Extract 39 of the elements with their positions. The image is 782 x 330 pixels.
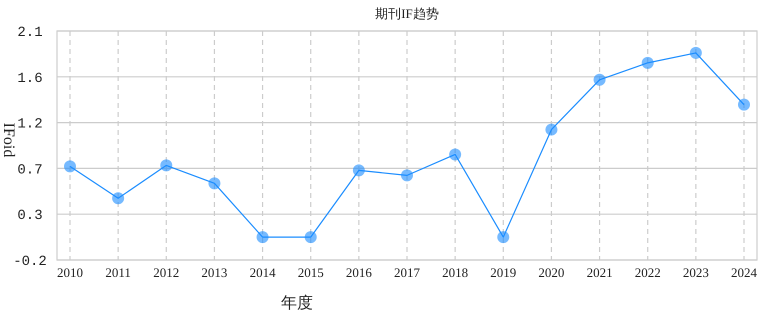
point <box>401 169 413 182</box>
chart-title: 期刊IF趋势 <box>375 6 439 21</box>
x-tick-label: 2016 <box>346 265 372 280</box>
y-tick-label: 2.1 <box>17 25 43 41</box>
x-tick-label: 2024 <box>731 265 758 280</box>
point <box>352 164 365 176</box>
x-tick-label: 2012 <box>153 265 180 280</box>
x-tick-label: 2018 <box>442 265 468 280</box>
x-tick-label: 2011 <box>105 265 131 280</box>
x-tick-label: 2017 <box>394 265 420 280</box>
point <box>690 46 702 59</box>
point <box>738 98 750 111</box>
y-tick-label: 0.7 <box>17 162 43 178</box>
point <box>642 56 654 69</box>
x-tick-label: 2014 <box>250 265 276 280</box>
point <box>545 124 558 136</box>
y-tick-label: 1.2 <box>17 116 43 133</box>
x-tick-label: 2020 <box>538 265 564 280</box>
x-tick-label: 2010 <box>57 265 83 280</box>
x-tick-label: 2021 <box>586 265 613 280</box>
point <box>594 74 606 86</box>
x-tick-label: 2015 <box>298 265 324 280</box>
x-tick-label: 2019 <box>490 265 516 280</box>
point <box>160 159 172 172</box>
point <box>449 148 462 160</box>
point <box>256 231 269 244</box>
y-tick-label: 0.3 <box>17 208 43 224</box>
point <box>64 160 76 172</box>
y-tick-label: -0.2 <box>13 254 47 270</box>
point <box>497 231 510 244</box>
y-tick-label: 1.6 <box>17 70 43 87</box>
point <box>304 231 317 244</box>
x-tick-label: 2022 <box>634 265 661 280</box>
x-tick-label: 2023 <box>682 265 709 280</box>
point <box>112 192 124 204</box>
point <box>208 177 220 190</box>
x-tick-label: 2013 <box>201 265 228 280</box>
x-axis-title: 年度 <box>281 294 313 312</box>
y-axis-title: IFoid <box>0 122 17 158</box>
